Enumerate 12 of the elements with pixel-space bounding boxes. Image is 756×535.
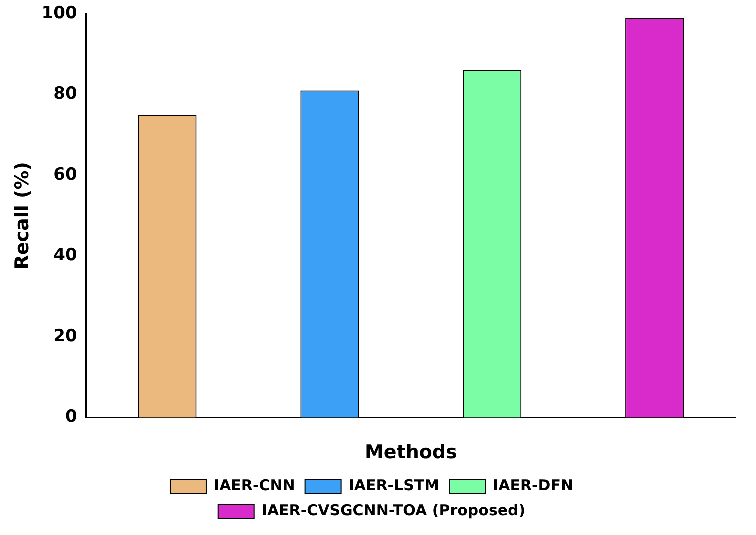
legend-label: IAER-LSTM: [348, 476, 440, 494]
legend-label: IAER-CNN: [214, 476, 296, 494]
y-tick-label: 60: [54, 164, 78, 185]
y-tick-label: 40: [54, 246, 78, 266]
legend-label: IAER-DFN: [493, 476, 574, 494]
y-tick-label: 100: [42, 3, 78, 24]
y-tick-label: 20: [54, 326, 78, 346]
y-tick-label: 80: [54, 84, 78, 104]
legend-label: IAER-CVSGCNN-TOA (Proposed): [262, 501, 526, 520]
y-axis-title: Recall (%): [11, 162, 34, 270]
y-tick-label: 0: [65, 407, 78, 428]
x-axis-title: Methods: [364, 442, 458, 464]
